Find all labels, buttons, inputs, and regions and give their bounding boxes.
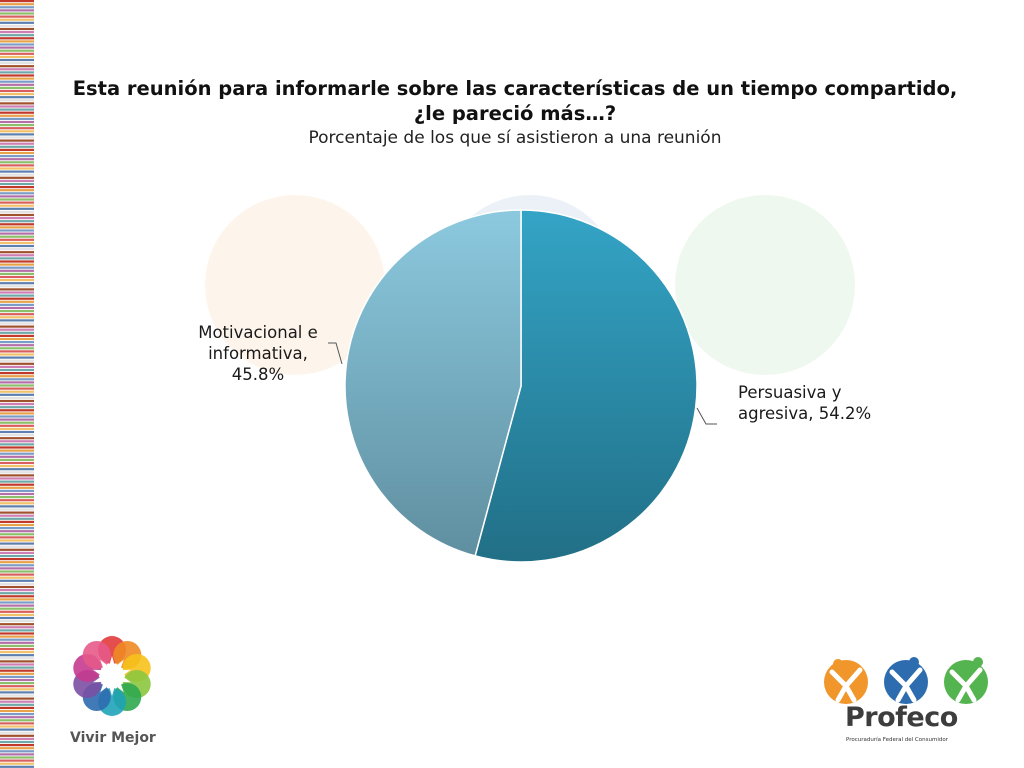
- chart-subtitle: Porcentaje de los que sí asistieron a un…: [308, 128, 722, 148]
- profeco-subtitle: Procuraduría Federal del Consumidor: [846, 737, 948, 743]
- slice-label-motivacional-e-informativa: informativa,: [208, 344, 308, 363]
- vivir-mejor-logo: [73, 636, 151, 716]
- slice-label-persuasiva-y-agresiva: Persuasiva y: [738, 383, 842, 402]
- decorative-stripe-border: [0, 0, 34, 768]
- slice-label-motivacional-e-informativa: 45.8%: [232, 365, 284, 384]
- pie-slice-motivacional-e-informativa: [344, 209, 522, 557]
- leader-line-motivacional-e-informativa: [328, 342, 343, 365]
- profeco-name: Profeco: [845, 702, 958, 733]
- slice-label-persuasiva-y-agresiva: agresiva, 54.2%: [738, 404, 871, 423]
- chart-title: Esta reunión para informarle sobre las c…: [72, 77, 958, 125]
- leader-line-persuasiva-y-agresiva: [696, 407, 717, 425]
- pie-slice-persuasiva-y-agresiva: [474, 209, 698, 563]
- profeco-logo: [824, 657, 988, 704]
- vivir-mejor-text: Vivir Mejor: [70, 730, 156, 746]
- slice-label-motivacional-e-informativa: Motivacional e: [198, 323, 318, 342]
